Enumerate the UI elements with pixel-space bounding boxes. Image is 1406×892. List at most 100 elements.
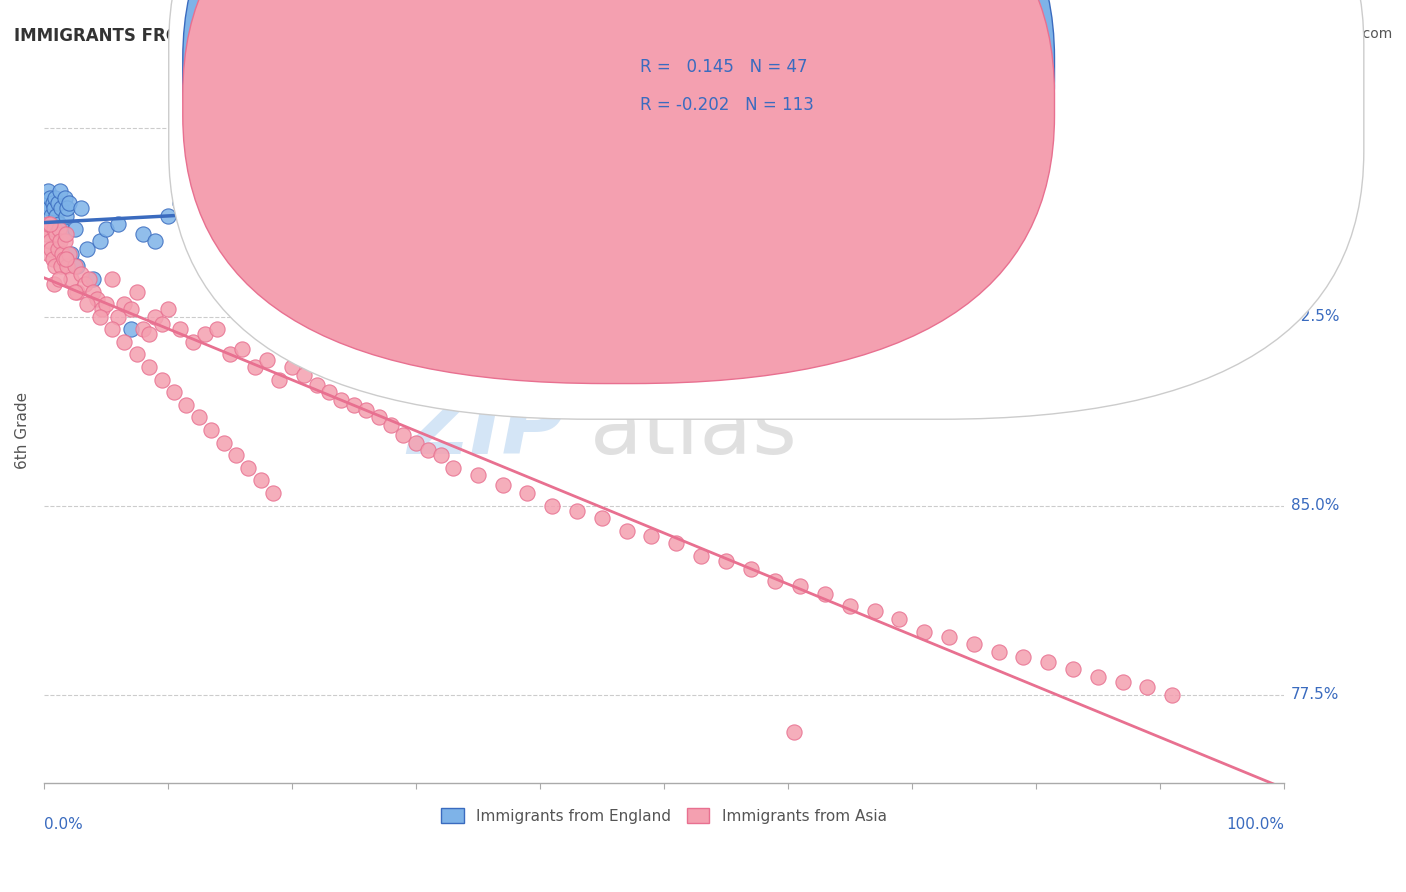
Point <box>492 478 515 492</box>
Point <box>367 410 389 425</box>
Point <box>156 209 179 223</box>
Point <box>814 587 837 601</box>
Point <box>63 285 86 299</box>
Point <box>51 221 73 235</box>
Point <box>138 327 160 342</box>
Point <box>250 474 273 488</box>
Point <box>51 202 73 216</box>
Point <box>714 171 737 186</box>
Point <box>343 398 366 412</box>
Point <box>82 272 104 286</box>
Point <box>1211 159 1233 173</box>
Point <box>194 327 217 342</box>
Point <box>591 176 613 190</box>
Point <box>45 227 67 241</box>
Point <box>318 385 340 400</box>
Point <box>55 252 77 266</box>
Point <box>292 368 315 382</box>
Point <box>1111 674 1133 689</box>
Point <box>305 377 328 392</box>
Point <box>616 524 638 538</box>
Point <box>212 435 235 450</box>
Point <box>53 191 76 205</box>
Point <box>37 184 59 198</box>
Point <box>243 360 266 375</box>
Point <box>262 486 284 500</box>
Text: R = -0.202   N = 113: R = -0.202 N = 113 <box>640 96 814 114</box>
Point <box>38 246 60 260</box>
Point <box>156 302 179 317</box>
Point <box>163 385 186 400</box>
Point <box>987 645 1010 659</box>
Point <box>1136 680 1159 694</box>
Point <box>53 234 76 248</box>
Point <box>82 285 104 299</box>
Point <box>114 334 136 349</box>
Point <box>38 202 60 216</box>
Point <box>44 191 66 205</box>
Text: ZIP: ZIP <box>408 389 565 472</box>
Point <box>516 486 538 500</box>
Point <box>963 171 986 186</box>
Point <box>45 209 67 223</box>
Point <box>132 227 155 241</box>
Point <box>48 217 70 231</box>
Point <box>1087 166 1109 180</box>
Point <box>58 196 80 211</box>
Point <box>94 221 117 235</box>
Point <box>225 448 247 462</box>
Point <box>70 202 93 216</box>
Point <box>48 221 70 235</box>
Point <box>70 267 93 281</box>
Point <box>52 227 75 241</box>
Point <box>49 234 72 248</box>
Point <box>207 322 229 336</box>
Point <box>238 460 260 475</box>
Point <box>145 234 167 248</box>
Point <box>176 398 198 412</box>
Text: 77.5%: 77.5% <box>1291 687 1339 702</box>
Point <box>405 435 427 450</box>
Point <box>863 604 886 618</box>
Point <box>169 196 191 211</box>
Point <box>41 252 63 266</box>
Point <box>107 217 129 231</box>
Point <box>187 410 209 425</box>
Point <box>42 202 65 216</box>
Point <box>55 209 77 223</box>
Point <box>269 373 291 387</box>
Point <box>39 191 62 205</box>
Point <box>789 579 811 593</box>
Point <box>120 302 142 317</box>
Point <box>1087 670 1109 684</box>
Point <box>330 392 353 407</box>
Text: 0.0%: 0.0% <box>44 817 83 832</box>
Point <box>765 574 787 589</box>
Text: Source: ZipAtlas.com: Source: ZipAtlas.com <box>1244 27 1392 41</box>
Point <box>1062 662 1084 676</box>
Point <box>356 403 378 417</box>
Point <box>77 272 100 286</box>
Point <box>145 310 167 324</box>
Point <box>91 302 114 317</box>
Point <box>76 242 98 256</box>
Point <box>58 246 80 260</box>
Point <box>89 234 111 248</box>
Text: 100.0%: 100.0% <box>1291 120 1348 136</box>
Point <box>169 322 191 336</box>
Point <box>66 260 89 274</box>
Point <box>55 227 77 241</box>
Point <box>690 549 713 563</box>
Point <box>194 202 217 216</box>
Point <box>380 417 402 432</box>
Point <box>73 277 96 291</box>
Point <box>46 196 69 211</box>
Point <box>838 166 860 180</box>
Point <box>714 554 737 568</box>
Point <box>35 196 58 211</box>
Point <box>39 234 62 248</box>
Point <box>541 499 564 513</box>
Point <box>60 246 83 260</box>
Point <box>125 347 148 361</box>
Text: 92.5%: 92.5% <box>1291 310 1340 324</box>
